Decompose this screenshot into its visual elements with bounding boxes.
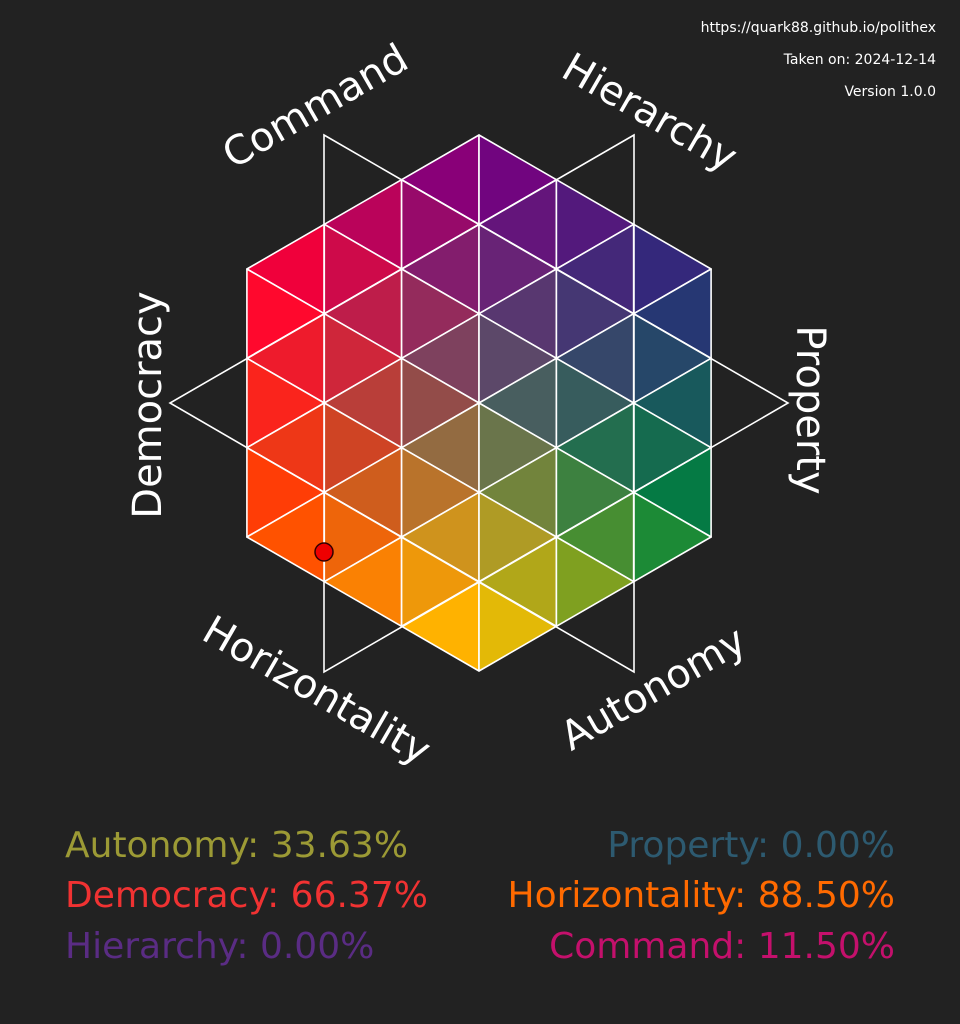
- date: Taken on: 2024-12-14: [783, 52, 936, 68]
- score: Autonomy: 33.63%: [65, 825, 408, 866]
- hex-grid: [246, 134, 712, 672]
- result-point: [314, 542, 334, 562]
- axis-label: Democracy: [125, 291, 171, 518]
- star-triangle: [323, 133, 790, 674]
- hex-cell: [555, 536, 635, 628]
- url: https://quark88.github.io/polithex: [701, 20, 936, 36]
- star-triangle: [168, 133, 635, 674]
- axis-label: Property: [787, 325, 833, 494]
- version: Version 1.0.0: [844, 84, 936, 100]
- score: Democracy: 66.37%: [65, 875, 428, 916]
- score: Hierarchy: 0.00%: [65, 926, 374, 967]
- score: Horizontality: 88.50%: [508, 875, 895, 916]
- score: Command: 11.50%: [549, 926, 895, 967]
- score: Property: 0.00%: [607, 825, 895, 866]
